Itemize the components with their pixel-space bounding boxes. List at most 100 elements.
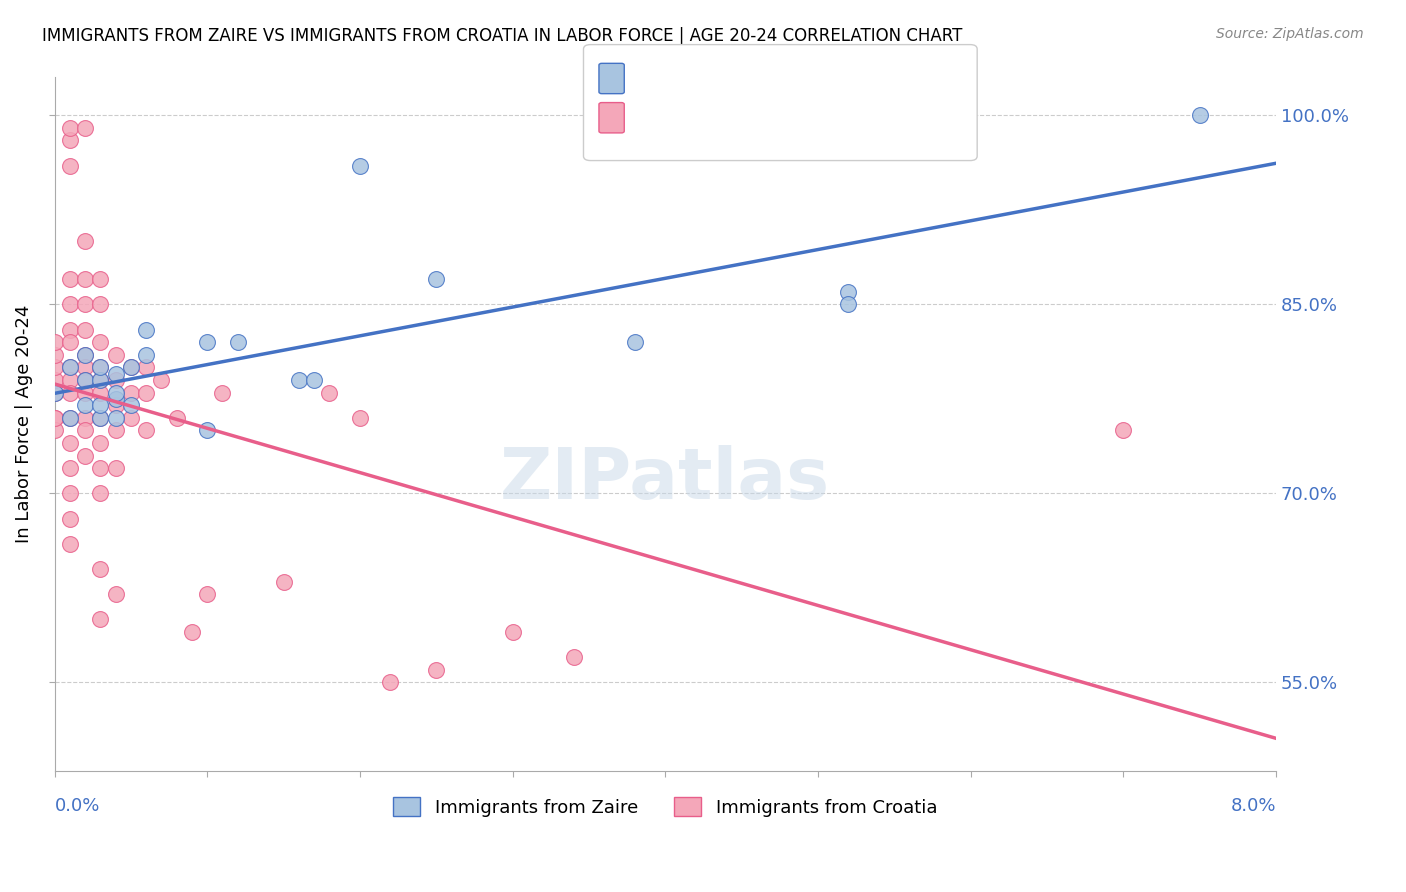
Point [104,423,127,437]
Point [302,373,325,387]
Point [89,360,111,375]
Point [75,272,97,286]
Text: 0.0%: 0.0% [55,797,100,815]
Point [59,335,82,350]
Point [89,398,111,412]
Point [120,410,142,425]
Point [44,385,66,400]
Point [89,410,111,425]
Point [135,322,157,336]
Text: IMMIGRANTS FROM ZAIRE VS IMMIGRANTS FROM CROATIA IN LABOR FORCE | AGE 20-24 CORR: IMMIGRANTS FROM ZAIRE VS IMMIGRANTS FROM… [42,27,963,45]
Point [502,625,524,640]
Point [120,385,142,400]
Point [120,360,142,375]
Point [104,461,127,475]
Point [425,272,447,286]
Text: 8.0%: 8.0% [1230,797,1277,815]
Point [89,410,111,425]
Point [59,360,82,375]
Point [89,486,111,500]
Point [44,410,66,425]
Point [135,385,157,400]
Point [195,587,218,601]
Point [211,385,233,400]
Point [59,511,82,525]
Point [59,436,82,450]
Point [288,373,311,387]
Point [59,322,82,336]
Point [104,587,127,601]
Point [89,373,111,387]
Point [104,373,127,387]
Point [44,373,66,387]
Point [75,120,97,135]
Point [135,348,157,362]
Point [89,461,111,475]
Point [195,335,218,350]
Point [75,385,97,400]
Point [425,663,447,677]
Point [89,360,111,375]
Point [181,625,204,640]
Point [59,410,82,425]
Point [89,436,111,450]
Point [44,385,66,400]
Point [120,360,142,375]
Point [623,335,645,350]
Text: ZIPatlas: ZIPatlas [501,445,831,514]
Point [59,486,82,500]
Point [44,335,66,350]
Point [59,373,82,387]
Point [44,360,66,375]
Point [104,398,127,412]
Point [318,385,340,400]
Point [837,285,859,299]
Point [89,297,111,311]
Point [44,423,66,437]
Point [837,297,859,311]
Point [75,235,97,249]
Point [59,385,82,400]
Point [75,449,97,463]
Text: Source: ZipAtlas.com: Source: ZipAtlas.com [1216,27,1364,41]
Point [104,410,127,425]
Point [135,360,157,375]
Point [75,373,97,387]
Point [59,159,82,173]
Point [59,461,82,475]
Point [349,159,371,173]
Text: R =  0.425   N = 28: R = 0.425 N = 28 [633,69,824,87]
Point [380,675,402,690]
Point [75,373,97,387]
Legend: Immigrants from Zaire, Immigrants from Croatia: Immigrants from Zaire, Immigrants from C… [387,790,945,824]
Point [75,348,97,362]
Point [89,373,111,387]
Point [1112,423,1135,437]
Point [89,385,111,400]
Point [104,348,127,362]
Point [562,650,585,665]
Point [59,410,82,425]
Point [135,423,157,437]
Point [120,398,142,412]
Point [44,410,66,425]
Point [75,410,97,425]
Point [59,297,82,311]
Point [104,367,127,381]
Point [104,385,127,400]
Y-axis label: In Labor Force | Age 20-24: In Labor Force | Age 20-24 [15,305,32,543]
Point [1188,108,1211,122]
Point [75,297,97,311]
Point [150,373,173,387]
Point [89,272,111,286]
Point [59,133,82,147]
Point [75,322,97,336]
Point [273,574,295,589]
Point [89,562,111,576]
Point [75,423,97,437]
Point [349,410,371,425]
Point [59,360,82,375]
Point [89,612,111,626]
Point [59,120,82,135]
Point [226,335,249,350]
